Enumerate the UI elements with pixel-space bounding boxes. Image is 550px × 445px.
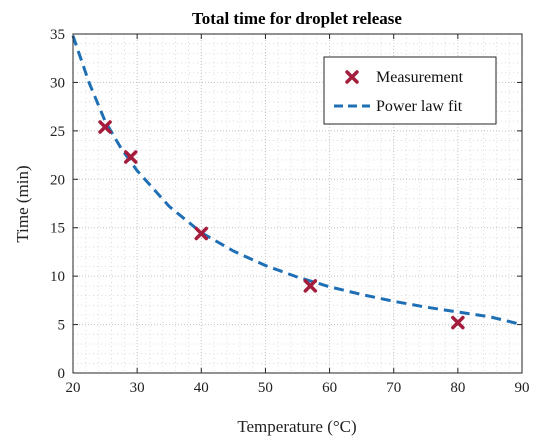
- plot-frame: [72, 33, 523, 374]
- legend: Measurement Power law fit: [323, 56, 497, 125]
- marker-layer: [98, 120, 465, 330]
- x-tick-label: 90: [515, 380, 530, 396]
- y-tick-label: 25: [50, 124, 65, 140]
- chart-title: Total time for droplet release: [192, 9, 402, 28]
- fit-line: [71, 35, 523, 327]
- y-tick-label: 15: [50, 221, 65, 237]
- x-tick-label: 40: [194, 380, 209, 396]
- legend-label-power-law-fit: Power law fit: [376, 98, 463, 115]
- legend-label-measurement: Measurement: [376, 69, 464, 86]
- legend-marker-measurement: [345, 70, 359, 84]
- x-tick-label: 30: [130, 380, 145, 396]
- measurement-marker: [98, 120, 112, 134]
- measurement-marker: [123, 150, 138, 164]
- x-tick-label: 20: [66, 380, 81, 396]
- measurement-marker: [451, 315, 465, 330]
- y-tick-label: 5: [58, 318, 66, 334]
- x-tick-label: 70: [386, 380, 401, 396]
- fit-line-layer: [71, 35, 523, 327]
- measurement-marker: [194, 226, 209, 241]
- x-tick-label: 60: [322, 380, 337, 396]
- y-tick-label: 30: [50, 75, 65, 91]
- y-tick-label: 10: [50, 269, 65, 285]
- tick-layer: 20 30 40 50 60 70 80 90 0 5 10 15 20 25 30 35: [50, 27, 530, 396]
- measurement-marker: [303, 279, 318, 293]
- x-axis-label: Temperature (°C): [237, 417, 356, 436]
- y-tick-label: 0: [58, 366, 66, 382]
- y-tick-label: 35: [50, 27, 65, 43]
- x-tick-label: 50: [258, 380, 273, 396]
- legend-marker-x: [345, 70, 359, 84]
- y-tick-label: 20: [50, 172, 65, 188]
- x-tick-label: 80: [450, 380, 465, 396]
- y-axis-label: Time (min): [13, 165, 32, 242]
- legend-box: [323, 56, 497, 125]
